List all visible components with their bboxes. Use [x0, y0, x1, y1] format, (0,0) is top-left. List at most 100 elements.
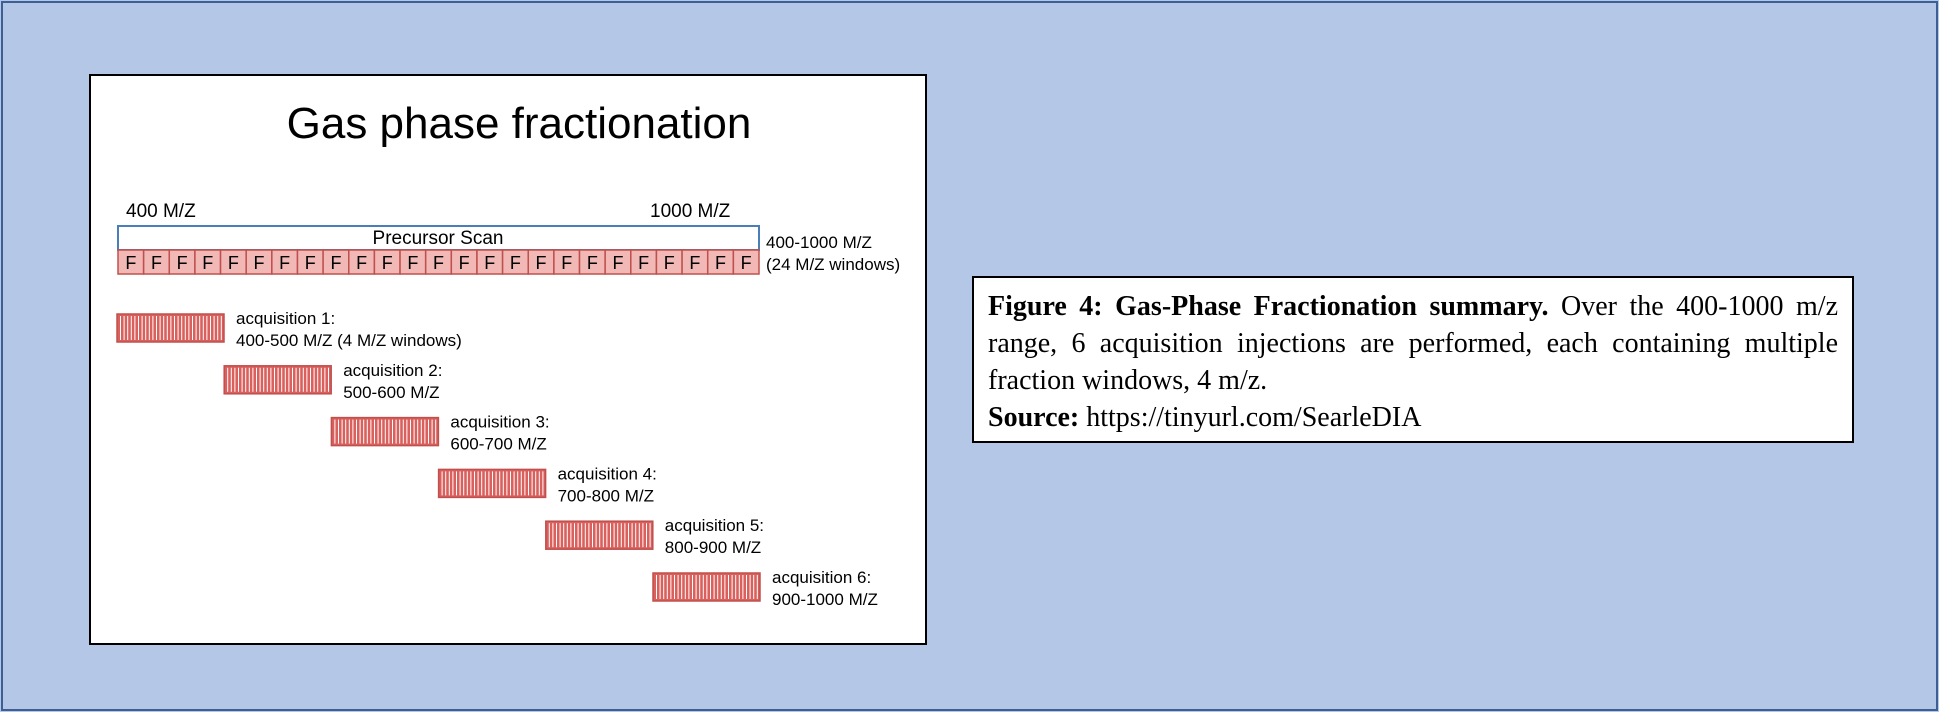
fraction-cell	[476, 249, 504, 275]
fraction-cell	[296, 249, 324, 275]
fraction-letter: F	[689, 253, 700, 273]
fraction-window: F	[476, 249, 504, 275]
fraction-window: F	[501, 249, 529, 275]
fraction-window: F	[271, 249, 299, 275]
acquisitions-group: acquisition 1: 400-500 M/Z (4 M/Z windows…	[116, 309, 878, 609]
fraction-window: F	[681, 249, 709, 275]
fraction-window: F	[399, 249, 427, 275]
fraction-window: F	[578, 249, 606, 275]
source-url: https://tinyurl.com/SearleDIA	[1086, 402, 1422, 433]
fraction-cell	[117, 249, 145, 275]
fraction-letter: F	[664, 253, 675, 273]
fraction-letter: F	[151, 253, 162, 273]
fraction-letter: F	[484, 253, 495, 273]
fraction-cell	[271, 249, 299, 275]
acquisition-2: acquisition 2: 500-600 M/Z	[223, 361, 442, 402]
acquisition-1: acquisition 1: 400-500 M/Z (4 M/Z windows…	[116, 309, 462, 350]
fraction-letter: F	[279, 253, 290, 273]
fraction-letter: F	[510, 253, 521, 273]
fraction-window: F	[424, 249, 453, 275]
fraction-letter: F	[254, 253, 265, 273]
fraction-letter: F	[330, 253, 341, 273]
fraction-window: F	[245, 249, 273, 275]
fraction-letter: F	[382, 253, 393, 273]
source-label: Source:	[988, 402, 1080, 433]
acquisition-5: acquisition 5: 800-900 M/Z	[545, 516, 764, 557]
acquisition-range: 600-700 M/Z	[450, 435, 546, 454]
acquisition-title: acquisition 1:	[236, 309, 335, 328]
diagram-panel: Gas phase fractionation 400 M/Z 1000 M/Z…	[89, 74, 927, 645]
fraction-letter: F	[202, 253, 213, 273]
fraction-window: F	[219, 249, 247, 275]
fraction-window: F	[655, 249, 683, 275]
fraction-cell	[501, 249, 529, 275]
fraction-letter: F	[612, 253, 623, 273]
fraction-window: F	[630, 249, 658, 275]
fraction-letter: F	[741, 253, 752, 273]
range-start-label: 400 M/Z	[126, 201, 196, 222]
fraction-letter: F	[177, 253, 188, 273]
acquisition-title: acquisition 3:	[450, 413, 549, 432]
fraction-window: F	[117, 249, 145, 275]
precursor-scan-label: Precursor Scan	[373, 228, 504, 249]
figure-caption: Figure 4: Gas-Phase Fractionation summar…	[972, 276, 1854, 443]
fraction-window: F	[527, 249, 555, 275]
fraction-cell	[732, 249, 760, 275]
fraction-window: F	[450, 249, 478, 275]
acquisition-range: 500-600 M/Z	[343, 383, 439, 402]
fraction-cell	[194, 249, 222, 275]
fraction-window: F	[322, 249, 350, 275]
fraction-letter: F	[407, 253, 418, 273]
fraction-letter: F	[228, 253, 239, 273]
fraction-letter: F	[587, 253, 598, 273]
fraction-cell	[655, 249, 683, 275]
gpf-diagram: Gas phase fractionation 400 M/Z 1000 M/Z…	[116, 99, 900, 609]
fraction-window: F	[142, 249, 171, 275]
fraction-window: F	[194, 249, 222, 275]
fraction-window: F	[296, 249, 324, 275]
caption-text: Figure 4: Gas-Phase Fractionation summar…	[988, 288, 1838, 399]
acquisition-range: 900-1000 M/Z	[772, 590, 878, 609]
fraction-cell	[245, 249, 273, 275]
acquisition-title: acquisition 6:	[772, 568, 871, 587]
fraction-letter: F	[125, 253, 136, 273]
acquisition-3: acquisition 3: 600-700 M/Z	[330, 413, 550, 454]
fraction-window: F	[732, 249, 760, 275]
fraction-window: F	[373, 249, 401, 275]
acquisition-range: 700-800 M/Z	[558, 486, 654, 505]
caption-body: Over the 400-1000 m/z range, 6 acquisiti…	[988, 291, 1838, 396]
diagram-title: Gas phase fractionation	[287, 99, 752, 148]
fraction-window: F	[604, 249, 632, 275]
caption-heading: Figure 4: Gas-Phase Fractionation summar…	[988, 291, 1549, 322]
fraction-cell	[553, 249, 581, 275]
fraction-cell	[578, 249, 606, 275]
fraction-letter: F	[715, 253, 726, 273]
acquisition-title: acquisition 2:	[343, 361, 442, 380]
range-note-line1: 400-1000 M/Z	[766, 233, 872, 252]
fraction-window: F	[348, 249, 376, 275]
fraction-letter: F	[638, 253, 649, 273]
acquisition-4: acquisition 4: 700-800 M/Z	[437, 464, 657, 505]
acquisition-title: acquisition 5:	[665, 516, 764, 535]
fraction-cell	[706, 249, 735, 275]
fraction-cell	[373, 249, 401, 275]
range-note-line2: (24 M/Z windows)	[766, 255, 900, 274]
fraction-letter: F	[459, 253, 470, 273]
acquisition-range: 400-500 M/Z (4 M/Z windows)	[236, 331, 462, 350]
acquisition-6: acquisition 6: 900-1000 M/Z	[652, 568, 878, 609]
fraction-letter: F	[305, 253, 316, 273]
caption-source: Source: https://tinyurl.com/SearleDIA	[988, 399, 1838, 436]
range-end-label: 1000 M/Z	[650, 201, 731, 222]
fraction-window: F	[553, 249, 581, 275]
fraction-letter: F	[561, 253, 572, 273]
fraction-cell	[142, 249, 171, 275]
fraction-letter: F	[356, 253, 367, 273]
acquisition-range: 800-900 M/Z	[665, 538, 761, 557]
fraction-cell	[322, 249, 350, 275]
fraction-window: F	[706, 249, 735, 275]
fraction-cell	[604, 249, 632, 275]
fraction-letter: F	[536, 253, 547, 273]
acquisition-title: acquisition 4:	[558, 464, 657, 483]
